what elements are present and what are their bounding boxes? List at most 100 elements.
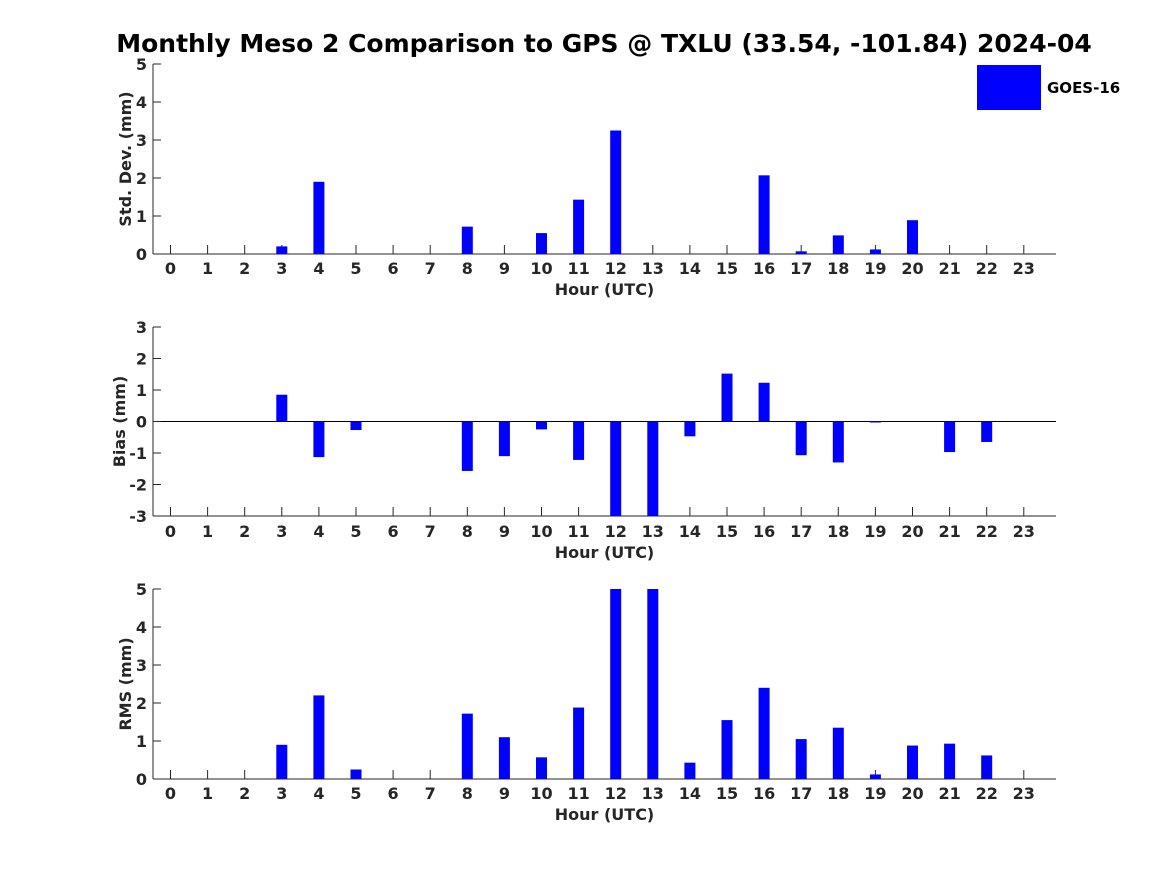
x-tick-label: 14 xyxy=(679,784,701,803)
bar xyxy=(684,421,696,437)
x-tick-label: 23 xyxy=(1013,784,1035,803)
x-axis-label: Hour (UTC) xyxy=(555,543,655,562)
bar xyxy=(573,199,585,254)
x-tick-label: 19 xyxy=(864,259,886,278)
x-tick-label: 8 xyxy=(462,259,473,278)
bar xyxy=(498,421,510,457)
y-axis-label: RMS (mm) xyxy=(116,637,135,730)
bar xyxy=(869,421,881,423)
bar xyxy=(350,769,362,779)
x-tick-label: 15 xyxy=(716,784,738,803)
x-tick-label: 7 xyxy=(425,784,436,803)
x-tick-label: 1 xyxy=(202,259,213,278)
bar xyxy=(461,713,473,779)
bar xyxy=(573,421,585,460)
x-tick-label: 5 xyxy=(350,784,361,803)
y-tick-label: 2 xyxy=(136,350,147,369)
y-tick-label: 1 xyxy=(136,732,147,751)
x-tick-label: 10 xyxy=(530,784,552,803)
x-tick-label: 4 xyxy=(313,784,324,803)
x-tick-label: 9 xyxy=(499,259,510,278)
x-tick-label: 15 xyxy=(716,259,738,278)
y-tick-label: 0 xyxy=(136,413,147,432)
y-tick-label: -3 xyxy=(129,507,147,526)
bar xyxy=(869,774,881,779)
y-tick-label: 5 xyxy=(136,55,147,74)
bar xyxy=(573,707,585,779)
bar xyxy=(907,745,918,779)
x-tick-label: 21 xyxy=(938,784,960,803)
y-tick-label: 0 xyxy=(136,245,147,264)
x-axis-label: Hour (UTC) xyxy=(555,280,655,299)
x-tick-label: 17 xyxy=(790,259,812,278)
bar xyxy=(832,727,844,779)
bar xyxy=(536,421,547,430)
bar xyxy=(721,373,733,422)
bar xyxy=(276,394,288,422)
x-tick-label: 5 xyxy=(350,522,361,541)
x-tick-label: 19 xyxy=(864,784,886,803)
y-tick-label: 0 xyxy=(136,770,147,789)
bar xyxy=(610,130,622,254)
x-tick-label: 6 xyxy=(388,522,399,541)
bar xyxy=(944,743,956,779)
x-tick-label: 3 xyxy=(276,522,287,541)
x-tick-label: 22 xyxy=(976,784,998,803)
x-tick-label: 16 xyxy=(753,259,775,278)
x-tick-label: 17 xyxy=(790,784,812,803)
y-axis-label: Std. Dev. (mm) xyxy=(116,91,135,226)
x-tick-label: 4 xyxy=(313,259,324,278)
x-tick-label: 0 xyxy=(165,522,176,541)
bar xyxy=(758,175,770,254)
x-tick-label: 11 xyxy=(567,784,589,803)
bar xyxy=(795,739,807,779)
x-tick-label: 18 xyxy=(827,259,849,278)
bar xyxy=(313,181,325,254)
bar xyxy=(869,249,881,254)
x-tick-label: 21 xyxy=(938,259,960,278)
y-tick-label: -1 xyxy=(129,444,147,463)
x-tick-label: 21 xyxy=(938,522,960,541)
x-tick-label: 13 xyxy=(642,784,664,803)
x-tick-label: 1 xyxy=(202,784,213,803)
y-tick-label: 2 xyxy=(136,694,147,713)
y-tick-label: 5 xyxy=(136,580,147,599)
x-tick-label: 20 xyxy=(901,259,923,278)
x-tick-label: 9 xyxy=(499,522,510,541)
x-tick-label: 23 xyxy=(1013,259,1035,278)
x-tick-label: 8 xyxy=(462,784,473,803)
y-tick-label: 1 xyxy=(136,381,147,400)
x-tick-label: 11 xyxy=(567,259,589,278)
legend-swatch xyxy=(977,65,1041,110)
x-tick-label: 16 xyxy=(753,784,775,803)
bar xyxy=(276,246,288,254)
y-tick-label: 3 xyxy=(136,656,147,675)
x-tick-label: 13 xyxy=(642,259,664,278)
y-tick-label: 4 xyxy=(136,93,147,112)
y-axis-label: Bias (mm) xyxy=(110,376,129,468)
x-tick-label: 5 xyxy=(350,259,361,278)
x-tick-label: 16 xyxy=(753,522,775,541)
bar xyxy=(536,757,547,779)
bar xyxy=(758,687,770,779)
x-tick-label: 19 xyxy=(864,522,886,541)
x-tick-label: 20 xyxy=(901,784,923,803)
bar xyxy=(610,421,622,516)
x-tick-label: 2 xyxy=(239,522,250,541)
x-tick-label: 3 xyxy=(276,259,287,278)
bar xyxy=(610,589,622,779)
x-tick-label: 7 xyxy=(425,259,436,278)
x-axis-label: Hour (UTC) xyxy=(555,805,655,824)
x-tick-label: 10 xyxy=(530,259,552,278)
x-tick-label: 20 xyxy=(901,522,923,541)
bar xyxy=(907,220,918,254)
legend-label: GOES-16 xyxy=(1047,79,1120,97)
x-tick-label: 14 xyxy=(679,522,701,541)
y-tick-label: -2 xyxy=(129,476,147,495)
x-tick-label: 2 xyxy=(239,784,250,803)
x-tick-label: 14 xyxy=(679,259,701,278)
bar xyxy=(647,421,659,516)
x-tick-label: 15 xyxy=(716,522,738,541)
bar xyxy=(684,762,696,779)
